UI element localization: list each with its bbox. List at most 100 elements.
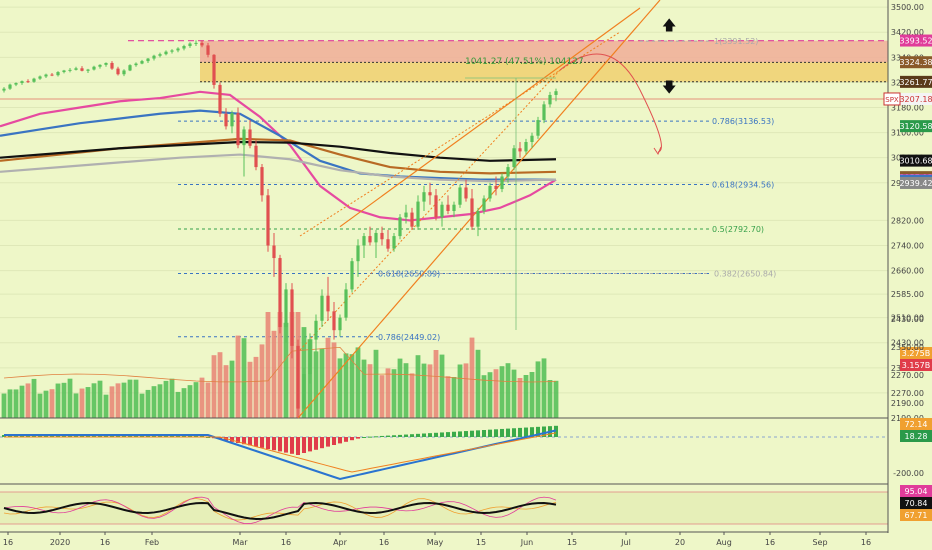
volume-bar [121, 382, 127, 418]
volume-bar [433, 350, 439, 418]
volume-bar [391, 369, 397, 418]
volume-bar [265, 312, 271, 418]
volume-bar [169, 378, 175, 418]
stoch-badge: 95.04 [905, 487, 928, 496]
macd-histogram-bar [416, 433, 420, 437]
volume-bar [421, 363, 427, 418]
macd-panel: -200.00 [0, 425, 924, 485]
candle-body [56, 72, 60, 76]
macd-badge-bg [900, 430, 932, 442]
candle-body [554, 91, 558, 95]
candle-body [128, 65, 132, 71]
volume-bar [367, 364, 373, 418]
candle-body [308, 339, 312, 375]
fib-label: 0.786(3136.53) [712, 117, 774, 126]
volume-bar [133, 379, 139, 418]
macd-histogram-bar [332, 437, 336, 445]
candle-body [344, 289, 348, 318]
time-tick-label: May [427, 538, 444, 547]
volume-bar [517, 378, 523, 418]
macd-histogram-bar [356, 437, 360, 439]
volume-bar [187, 385, 193, 418]
candle-body [488, 185, 492, 199]
macd-histogram-bar [278, 437, 282, 452]
time-axis: 16 2020 16 Feb Mar 16 Apr 16 May 15 Jun 15 Jul 20 Aug 1… [0, 532, 932, 550]
volume-bar [283, 322, 289, 418]
volume-bar [373, 349, 379, 418]
candle-body [74, 68, 78, 70]
macd-badge-bg [900, 418, 932, 430]
candles [2, 40, 558, 418]
volume-bar [277, 312, 283, 418]
candle-body [272, 245, 276, 259]
candle-body [50, 74, 54, 76]
candle-body [422, 192, 426, 202]
volume-bar [37, 393, 43, 418]
candle-body [254, 145, 258, 168]
macd-histogram-bar [524, 427, 528, 437]
candle-body [278, 258, 282, 328]
candle-body [368, 236, 372, 243]
candle-body [104, 62, 108, 65]
candle-body [416, 201, 420, 227]
candle-body [314, 320, 318, 340]
price-tick-label: 2740.00 [891, 242, 924, 251]
candle-body [188, 43, 192, 47]
volume-bar [91, 383, 97, 418]
candle-body [362, 236, 366, 246]
macd-histogram-bar [362, 437, 366, 438]
volume-bar [7, 389, 13, 418]
volume-bar [61, 382, 67, 418]
candle-body [302, 374, 306, 409]
candle-body [536, 120, 540, 136]
candle-body [512, 148, 516, 168]
price-badge: 3324.38 [899, 58, 932, 67]
trendline-upper [339, 7, 641, 228]
macd-histogram-bar [482, 430, 486, 437]
volume-bar [415, 355, 421, 418]
candle-body [398, 217, 402, 237]
volume-bar [67, 378, 73, 418]
candle-body [62, 70, 66, 73]
volume-badge-bg [900, 347, 932, 359]
volume-bar [25, 383, 31, 418]
candle-body [170, 50, 174, 52]
candle-body [116, 68, 120, 75]
price-badge: 3207.18 [899, 95, 932, 104]
volume-bar [475, 349, 481, 418]
volume-bar [529, 372, 535, 418]
volume-badge-bg [900, 359, 932, 371]
arrow-down-icon: 🡇 [662, 80, 676, 96]
volume-bar [247, 361, 253, 418]
macd-histogram-bar [512, 428, 516, 437]
volume-bar [115, 383, 121, 418]
candle-body [506, 167, 510, 177]
candle-body [380, 232, 384, 240]
macd-histogram-bar [326, 437, 330, 447]
volume-bar [445, 376, 451, 418]
macd-histogram-bar [296, 437, 300, 455]
macd-histogram-bar [530, 427, 534, 437]
price-tick-label: 3180.00 [891, 104, 924, 113]
volume-bar [511, 369, 517, 418]
macd-histogram-bar [320, 437, 324, 449]
stoch-badge: 70.84 [905, 499, 928, 508]
time-tick-label: Apr [333, 538, 348, 547]
candle-body [44, 74, 48, 77]
candle-body [530, 135, 534, 142]
macd-badge: 72.14 [905, 420, 928, 429]
candle-body [542, 104, 546, 121]
stoch-band [0, 492, 888, 524]
price-badge-bg [900, 75, 932, 88]
volume-bar [181, 388, 187, 418]
macd-histogram-bar [266, 437, 270, 449]
candle-body [446, 204, 450, 211]
time-tick-label: Jun [520, 538, 534, 547]
time-tick-label: 16 [861, 538, 871, 547]
price-tick-label: 3100.00 [891, 129, 924, 138]
fib-label: 0.786(2449.02) [378, 333, 440, 342]
projection-arrowhead [653, 146, 662, 156]
volume-bar [79, 388, 85, 418]
volume-bar [439, 354, 445, 418]
